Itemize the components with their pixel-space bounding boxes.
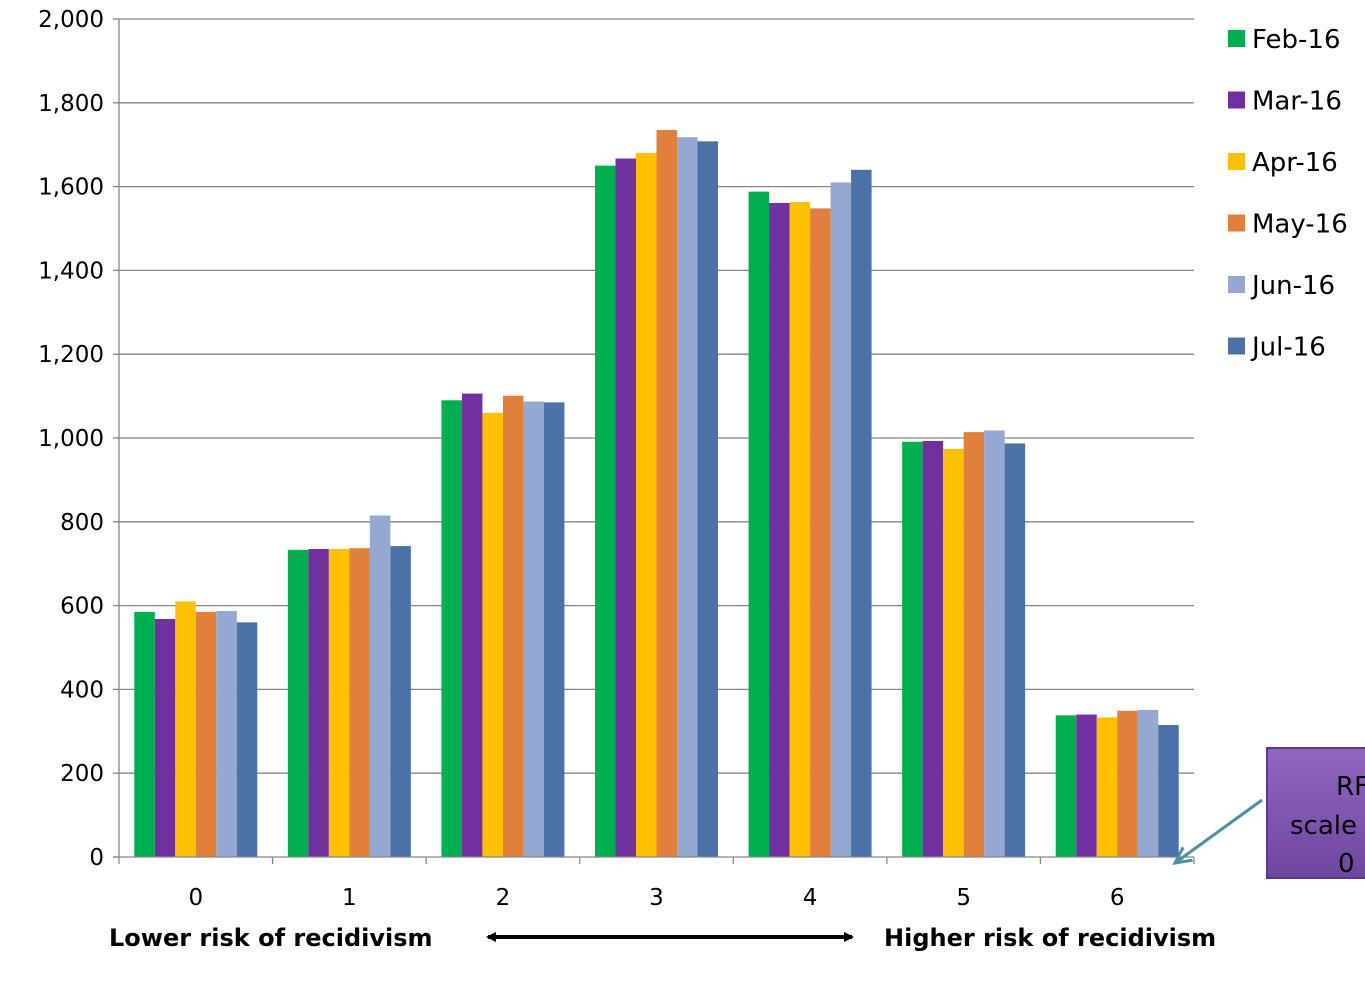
callout-box [1266, 747, 1365, 879]
legend-label: Jun-16 [1250, 271, 1335, 301]
bar [1076, 714, 1097, 857]
x-tick-label: 6 [1110, 885, 1125, 911]
bar [1055, 715, 1077, 857]
legend: Feb-16 Mar-16 Apr-16 May-16 Jun-16 Jul-16 [1228, 25, 1348, 363]
bar [236, 622, 258, 857]
y-tick-label: 0 [89, 845, 104, 871]
bar [748, 191, 770, 858]
callout-line-2: scale [1290, 811, 1357, 841]
legend-label: Mar-16 [1252, 87, 1342, 117]
bar [134, 611, 155, 857]
y-tick-label: 1,600 [38, 175, 104, 201]
bar [963, 432, 985, 857]
bar [697, 141, 718, 857]
x-tick-label: 4 [803, 885, 818, 911]
bar [830, 182, 852, 857]
axes [113, 18, 1195, 864]
x-tick-label: 3 [649, 885, 664, 911]
bar [636, 153, 657, 857]
bar [369, 515, 391, 857]
legend-swatch [1228, 337, 1245, 355]
bar [902, 441, 923, 857]
legend-swatch [1228, 91, 1245, 109]
bar [943, 448, 964, 857]
bar [1117, 710, 1138, 857]
bar [1004, 443, 1026, 857]
x-tick-label: 5 [956, 885, 971, 911]
bar [216, 611, 237, 857]
bar [154, 619, 176, 857]
bar [175, 601, 196, 857]
y-tick-label: 1,800 [38, 91, 104, 117]
bar [523, 401, 544, 857]
bar [390, 546, 411, 857]
bars [134, 130, 1179, 858]
legend-label: May-16 [1252, 210, 1348, 240]
legend-label: Apr-16 [1252, 148, 1338, 178]
bar [922, 440, 944, 857]
y-tick-label: 2,000 [38, 7, 104, 33]
bar [595, 165, 616, 857]
callout-line-3: 0 [1338, 849, 1355, 879]
bar [984, 430, 1005, 857]
y-tick-label: 1,200 [38, 342, 104, 368]
bar [810, 208, 831, 857]
y-tick-label: 400 [60, 677, 104, 703]
callout-arrow [1175, 798, 1263, 863]
bar [543, 402, 565, 857]
bar [502, 395, 524, 857]
bar [1158, 725, 1179, 857]
x-note-left: Lower risk of recidivism [109, 924, 433, 952]
callout-line-1: RF [1336, 772, 1365, 802]
bar [1096, 717, 1118, 857]
bar [677, 137, 698, 857]
bar [308, 549, 329, 857]
bar [441, 400, 462, 857]
bar [1137, 709, 1159, 857]
bar [851, 169, 872, 858]
x-tick-label: 2 [496, 885, 511, 911]
bar [769, 202, 790, 858]
x-tick-label: 1 [342, 885, 357, 911]
y-tick-labels: 0 200 400 600 800 1,000 1,200 1,400 1,600 1,800 2,… [38, 7, 104, 871]
legend-swatch [1228, 214, 1245, 232]
callout: RF scale 0 [1175, 747, 1365, 879]
y-tick-label: 800 [60, 510, 104, 536]
bar [482, 412, 503, 857]
bar [656, 130, 677, 857]
legend-label: Jul-16 [1250, 333, 1326, 363]
x-tick-labels: 0 1 2 3 4 5 6 [188, 885, 1124, 911]
bar [328, 549, 350, 857]
bar [789, 202, 811, 857]
legend-swatch [1228, 276, 1245, 293]
bar [461, 393, 483, 857]
x-tick-label: 0 [188, 885, 203, 911]
legend-label: Feb-16 [1252, 25, 1341, 55]
y-tick-label: 1,000 [38, 426, 104, 452]
bar [195, 611, 217, 857]
y-tick-label: 1,400 [38, 258, 104, 284]
bar [615, 158, 636, 858]
bar [349, 548, 370, 857]
y-tick-label: 600 [60, 594, 104, 620]
x-note-right: Higher risk of recidivism [884, 924, 1216, 952]
legend-swatch [1228, 153, 1245, 170]
legend-swatch [1228, 30, 1245, 47]
bar [287, 549, 309, 857]
y-tick-label: 200 [60, 761, 104, 787]
